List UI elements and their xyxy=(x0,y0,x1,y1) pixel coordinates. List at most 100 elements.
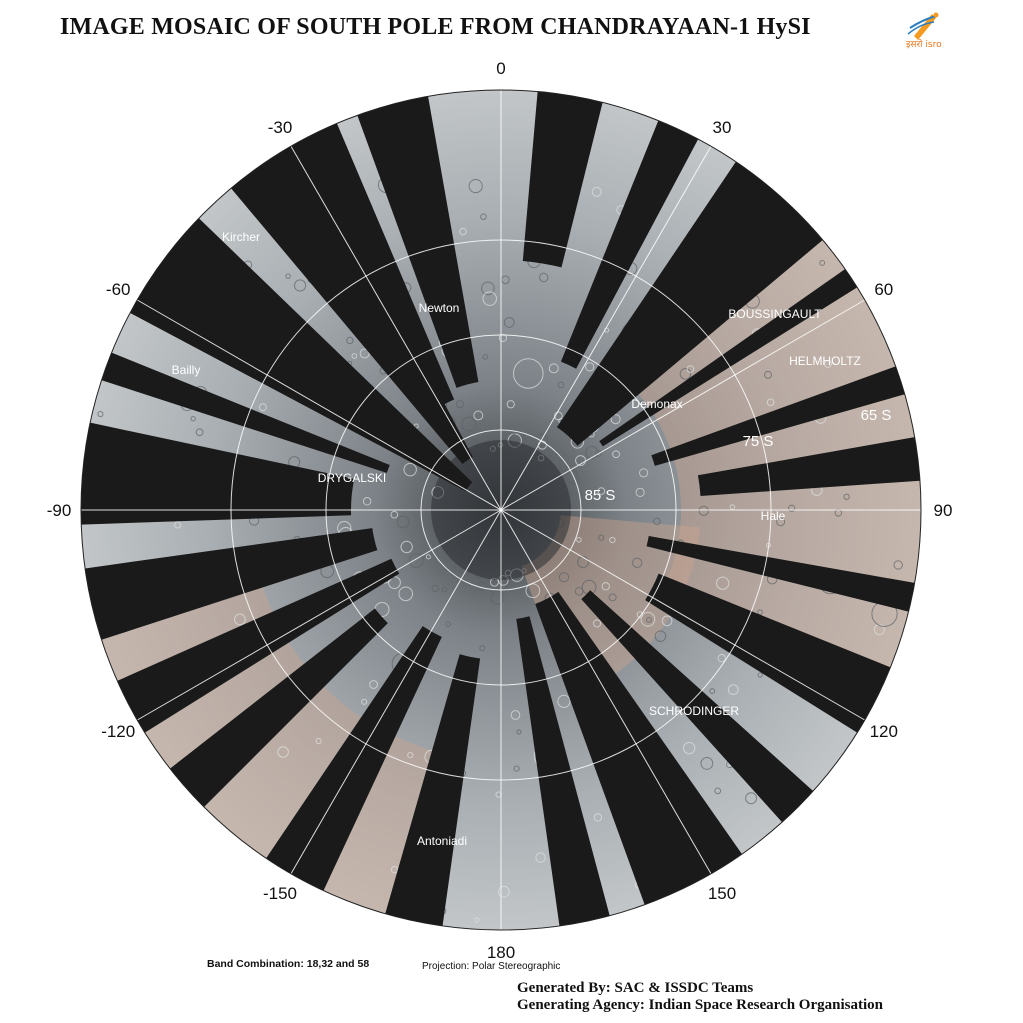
data-gap xyxy=(560,120,699,369)
data-gap xyxy=(516,616,610,926)
crater xyxy=(646,616,652,623)
crater xyxy=(788,504,796,512)
crater xyxy=(609,536,616,544)
crater xyxy=(612,450,620,459)
crater xyxy=(679,368,692,380)
crater xyxy=(403,462,417,477)
crater xyxy=(608,593,617,602)
crater xyxy=(431,584,440,593)
crater xyxy=(480,213,487,220)
crater xyxy=(698,505,709,516)
crater xyxy=(764,370,772,379)
crater xyxy=(482,291,498,306)
feature-label: Kircher xyxy=(222,230,260,244)
meridian-line xyxy=(137,299,502,511)
crater xyxy=(714,787,722,795)
crater xyxy=(174,521,182,529)
crater xyxy=(387,576,401,589)
crater xyxy=(482,354,489,360)
crater xyxy=(441,586,448,593)
crater xyxy=(766,398,775,407)
feature-labels: Kircher Newton BOUSSINGAULT HELMHOLTZ Bailly… xyxy=(172,230,861,848)
data-gap xyxy=(85,528,378,640)
crater xyxy=(498,333,508,342)
feature-label: DRYGALSKI xyxy=(318,471,386,485)
crater xyxy=(516,729,522,735)
crater xyxy=(359,348,370,359)
data-gap xyxy=(266,626,442,891)
crater xyxy=(513,358,544,389)
crater xyxy=(593,619,602,628)
crater xyxy=(654,630,667,642)
crater xyxy=(390,865,399,874)
generating-agency: Generating Agency: Indian Space Research… xyxy=(517,997,883,1013)
band-combination: Band Combination: 18,32 and 58 xyxy=(207,958,370,970)
data-gap xyxy=(81,422,355,525)
crater xyxy=(480,281,495,296)
crater xyxy=(548,363,559,374)
crater xyxy=(97,410,104,418)
longitude-label: 180 xyxy=(487,943,515,962)
data-gap xyxy=(385,654,481,926)
projection-label: Projection: Polar Stereographic xyxy=(422,961,561,972)
crater xyxy=(558,572,570,583)
crater xyxy=(468,178,483,194)
crater xyxy=(593,813,603,822)
crater xyxy=(455,400,464,409)
crater xyxy=(234,613,246,626)
crater xyxy=(757,609,763,616)
crater xyxy=(757,672,763,678)
crater xyxy=(653,517,661,526)
crater xyxy=(473,410,484,421)
data-gap xyxy=(651,366,905,466)
page-title: IMAGE MOSAIC OF SOUTH POLE FROM CHANDRAY… xyxy=(60,14,811,40)
crater xyxy=(497,885,510,898)
crater xyxy=(445,621,451,627)
crater xyxy=(819,260,826,266)
crater xyxy=(539,272,549,283)
feature-label: BOUSSINGAULT xyxy=(728,307,822,321)
parallel-circle xyxy=(420,429,582,591)
crater xyxy=(776,517,786,527)
crater xyxy=(407,751,414,759)
crater xyxy=(575,455,586,467)
crater xyxy=(824,360,832,368)
crater xyxy=(893,560,903,570)
latitude-label: 65 S xyxy=(861,407,892,424)
crater xyxy=(601,582,610,591)
longitude-label: -30 xyxy=(268,118,293,137)
data-gap xyxy=(599,269,858,447)
feature-label: Newton xyxy=(419,301,460,315)
data-gap xyxy=(645,573,891,733)
crater xyxy=(459,227,467,236)
crater xyxy=(640,611,656,627)
longitude-label: -90 xyxy=(47,501,72,520)
data-gap xyxy=(357,96,479,388)
data-gap xyxy=(646,536,915,612)
crater xyxy=(745,792,758,805)
crater xyxy=(565,470,580,485)
crater xyxy=(195,428,204,437)
crater xyxy=(425,554,431,560)
data-gap xyxy=(161,228,427,452)
crater xyxy=(398,586,414,602)
crater xyxy=(258,403,267,412)
crater xyxy=(597,487,606,495)
data-gap xyxy=(231,139,473,465)
crater xyxy=(285,273,291,279)
longitude-label: 30 xyxy=(713,118,732,137)
data-gaps xyxy=(81,91,920,926)
data-gap xyxy=(556,161,823,446)
meridian-line xyxy=(500,509,712,874)
longitude-label: -60 xyxy=(106,280,131,299)
crater xyxy=(873,624,885,636)
isro-logo: इसरो isro xyxy=(906,12,942,50)
crater xyxy=(361,698,368,705)
crater xyxy=(585,362,595,372)
crater xyxy=(595,450,602,457)
logo-text: इसरो isro xyxy=(906,38,942,50)
longitude-labels: 0 30 60 90 120 150 180 -150 -120 -90 -60 -30 xyxy=(47,59,953,962)
meridian-line xyxy=(290,509,502,874)
latitude-label: 85 S xyxy=(585,487,616,504)
